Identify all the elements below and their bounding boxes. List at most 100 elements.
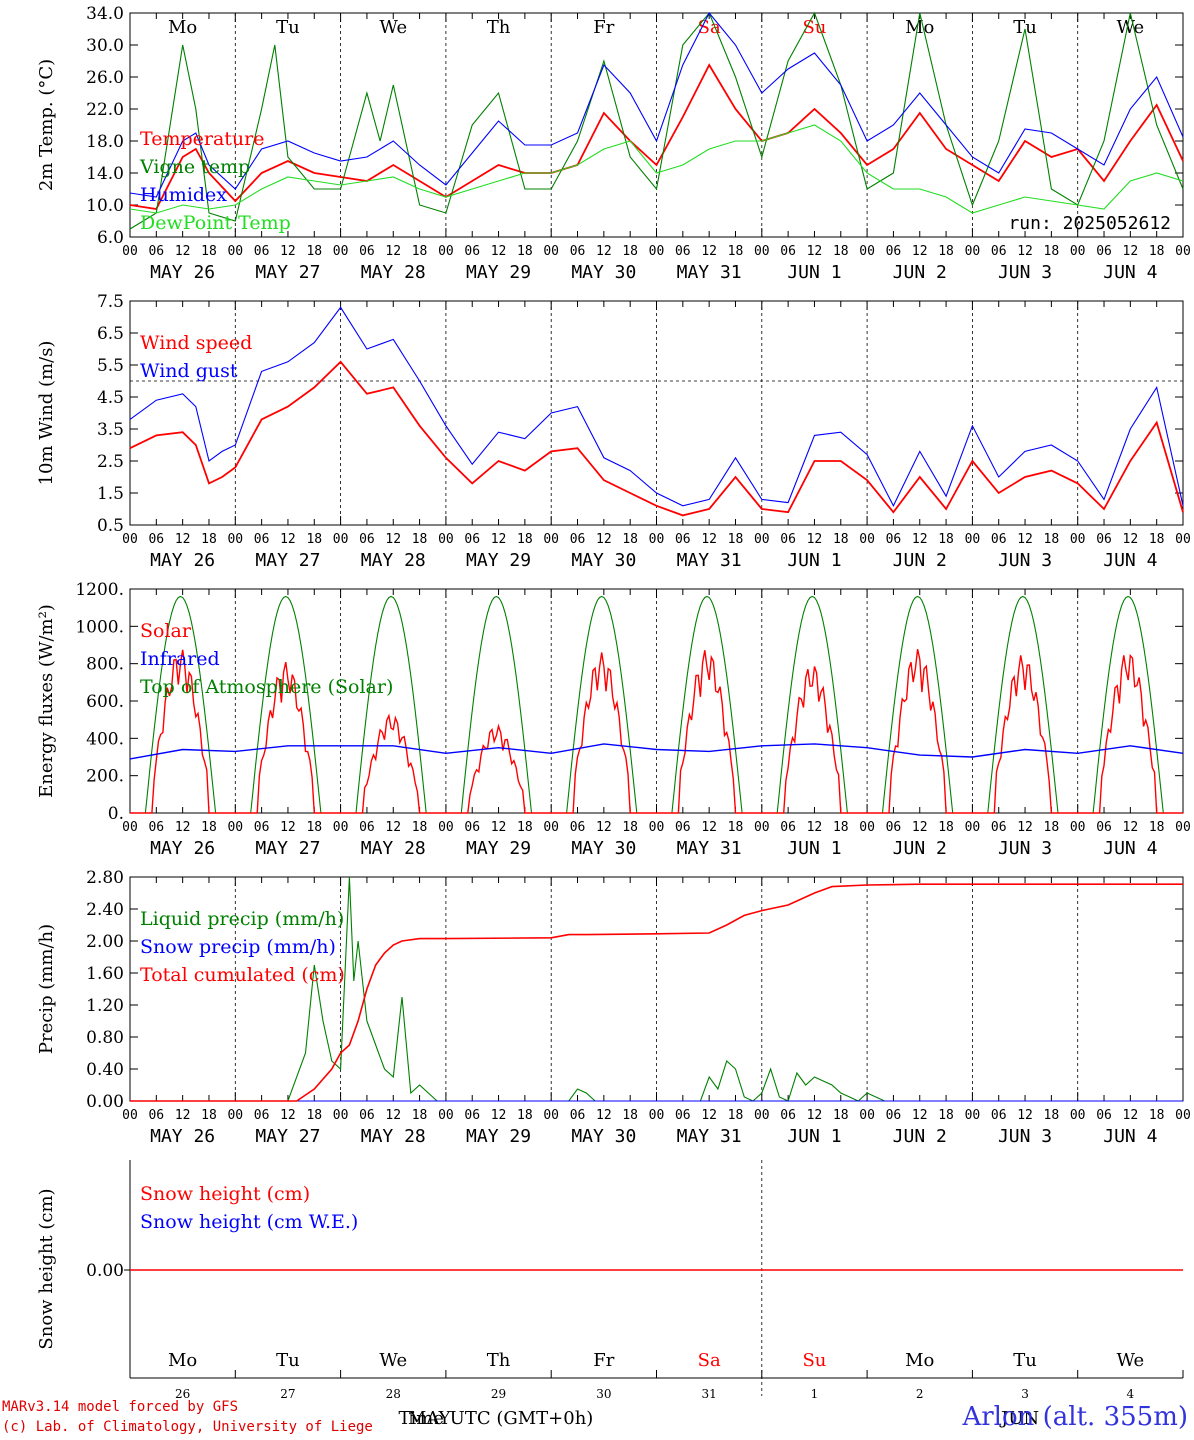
hour-tick-label: 12 (175, 244, 191, 259)
hour-tick-label: 18 (938, 244, 954, 259)
legend-entry: Total cumulated (cm) (140, 964, 345, 986)
hour-tick-label: 12 (1123, 244, 1139, 259)
day-label: MAY 31 (677, 262, 742, 283)
weekday-label: Tu (1013, 1350, 1037, 1371)
weekday-label: Mo (168, 1350, 197, 1371)
hour-tick-label: 00 (333, 1108, 349, 1123)
hour-tick-label: 12 (1123, 820, 1139, 835)
hour-tick-label: 12 (491, 532, 507, 547)
day-label: MAY 30 (571, 838, 636, 859)
hour-tick-label: 06 (359, 1108, 375, 1123)
hour-tick-label: 12 (280, 1108, 296, 1123)
legend-entry: Snow height (cm) (140, 1183, 310, 1205)
weekday-label: We (1117, 1350, 1145, 1371)
hour-tick-label: 06 (1096, 1108, 1112, 1123)
hour-tick-label: 12 (175, 820, 191, 835)
hour-tick-label: 06 (1096, 532, 1112, 547)
day-label: MAY 28 (361, 550, 426, 571)
hour-tick-label: 12 (701, 820, 717, 835)
weekday-label: Fr (593, 17, 614, 38)
hour-tick-label: 12 (596, 820, 612, 835)
hour-tick-label: 18 (201, 820, 217, 835)
hour-tick-label: 00 (438, 244, 454, 259)
hour-tick-label: 06 (991, 820, 1007, 835)
hour-tick-label: 18 (1149, 1108, 1165, 1123)
hour-tick-label: 00 (1175, 820, 1191, 835)
hour-tick-label: 18 (728, 1108, 744, 1123)
day-label: MAY 26 (150, 550, 215, 571)
day-label: JUN 1 (787, 1126, 841, 1147)
y-tick-label: 1.20 (86, 996, 124, 1016)
hour-tick-label: 00 (333, 532, 349, 547)
day-label: MAY 27 (255, 262, 320, 283)
hour-tick-label: 06 (991, 1108, 1007, 1123)
hour-tick-label: 00 (965, 1108, 981, 1123)
y-tick-label: 34.0 (86, 4, 124, 24)
hour-tick-label: 12 (1017, 244, 1033, 259)
weekday-label: Sa (698, 1350, 721, 1371)
hour-tick-label: 06 (254, 244, 270, 259)
day-label: JUN 1 (787, 550, 841, 571)
x-axis-label: Time UTC (GMT+0h) (398, 1408, 593, 1429)
hour-tick-label: 12 (596, 244, 612, 259)
hour-tick-label: 00 (1070, 532, 1086, 547)
y-tick-label: 2.40 (86, 900, 124, 920)
hour-tick-label: 06 (148, 820, 164, 835)
hour-tick-label: 00 (1175, 244, 1191, 259)
hour-tick-label: 18 (306, 820, 322, 835)
hour-tick-label: 12 (701, 532, 717, 547)
y-tick-label: 2.5 (97, 452, 124, 472)
hour-tick-label: 00 (438, 532, 454, 547)
legend-entry: Temperature (140, 128, 264, 150)
day-label: JUN 2 (893, 838, 947, 859)
hour-tick-label: 18 (1149, 532, 1165, 547)
panel-frame-0 (129, 12, 1184, 238)
series-infrared (129, 743, 1184, 760)
day-label: MAY 26 (150, 1126, 215, 1147)
y-tick-label: 22.0 (86, 100, 124, 120)
day-label: MAY 31 (677, 550, 742, 571)
day-number: 1 (811, 1387, 819, 1401)
hour-tick-label: 18 (728, 244, 744, 259)
hour-tick-label: 00 (227, 1108, 243, 1123)
day-label: JUN 1 (787, 262, 841, 283)
hour-tick-label: 18 (412, 244, 428, 259)
day-label: MAY 29 (466, 1126, 531, 1147)
hour-tick-label: 12 (491, 820, 507, 835)
hour-tick-label: 18 (938, 532, 954, 547)
hour-tick-label: 06 (254, 532, 270, 547)
hour-tick-label: 00 (122, 820, 138, 835)
y-tick-label: 2.80 (86, 868, 124, 888)
hour-tick-label: 12 (385, 244, 401, 259)
credit-line-2: (c) Lab. of Climatology, University of L… (2, 1419, 373, 1435)
y-tick-label: 18.0 (86, 132, 124, 152)
day-label: MAY 29 (466, 550, 531, 571)
day-number: 31 (702, 1387, 717, 1401)
hour-tick-label: 06 (780, 532, 796, 547)
y-tick-label: 0.00 (86, 1261, 124, 1281)
hour-tick-label: 00 (649, 1108, 665, 1123)
day-label: JUN 3 (998, 838, 1052, 859)
credit-line-1: MARv3.14 model forced by GFS (2, 1399, 239, 1415)
hour-tick-label: 06 (464, 820, 480, 835)
series-total-cumulated-cm- (130, 883, 1183, 1102)
hour-tick-label: 06 (148, 532, 164, 547)
legend-entry: Snow precip (mm/h) (140, 936, 336, 958)
y-tick-label: 400. (86, 729, 124, 749)
day-label: MAY 27 (255, 838, 320, 859)
hour-tick-label: 00 (122, 244, 138, 259)
hour-tick-label: 00 (859, 820, 875, 835)
hour-tick-label: 06 (886, 244, 902, 259)
hour-tick-label: 06 (886, 820, 902, 835)
hour-tick-label: 18 (622, 244, 638, 259)
day-number: 27 (280, 1387, 295, 1401)
hour-tick-label: 06 (780, 820, 796, 835)
hour-tick-label: 18 (412, 532, 428, 547)
hour-tick-label: 00 (1070, 244, 1086, 259)
hour-tick-label: 12 (596, 1108, 612, 1123)
day-label: JUN 4 (1103, 1126, 1157, 1147)
hour-tick-label: 06 (675, 1108, 691, 1123)
hour-tick-label: 00 (333, 244, 349, 259)
day-label: JUN 2 (893, 550, 947, 571)
